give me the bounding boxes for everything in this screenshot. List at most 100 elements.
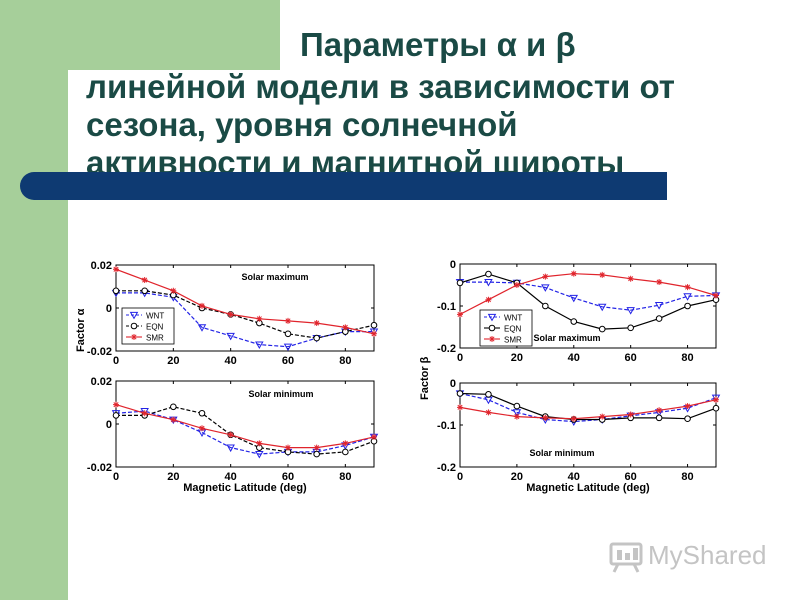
data-point-eqn [141,287,148,295]
x-tick-label: 40 [568,471,580,483]
y-tick-label: 0.02 [91,260,112,272]
data-point-smr [656,407,663,414]
x-tick-label: 40 [225,355,237,367]
slide-title-line-2: линейной модели в зависимости от [86,68,675,105]
plot-frame [459,382,717,468]
data-point-wnt [569,294,579,303]
series-line-smr [115,404,375,449]
x-axis-label: Magnetic Latitude (deg) [526,482,650,494]
data-point-wnt [484,278,493,287]
data-point-smr [256,440,263,447]
data-point-wnt [597,303,607,312]
x-tick-label: 80 [681,471,693,483]
data-point-smr [457,311,463,318]
data-point-eqn [684,415,691,423]
x-tick-label: 0 [113,355,119,367]
presentation-board-icon [609,542,643,573]
series-line-wnt [459,392,717,423]
data-point-smr [227,431,234,438]
data-point-smr [656,279,663,286]
data-point-wnt [226,332,235,341]
data-point-wnt [226,444,235,453]
x-tick-label: 20 [167,355,179,367]
data-point-eqn [542,302,549,310]
x-tick-label: 80 [339,471,351,483]
data-point-smr [256,315,263,322]
data-point-smr [513,282,520,288]
x-tick-label: 80 [339,355,351,367]
data-point-eqn [170,403,177,411]
data-point-wnt [512,409,522,417]
data-point-smr [371,330,377,337]
x-tick-label: 20 [511,471,523,483]
y-tick-label: 0 [106,303,112,315]
data-point-smr [227,311,234,318]
data-point-smr [285,317,291,324]
x-tick-label: 60 [625,352,637,364]
data-point-smr [713,292,719,299]
green-side-band [0,0,68,600]
title-underline-bar [20,172,667,200]
series-line-smr [459,399,717,420]
chart-panel-3: 0 20 40 60 80 0 -0.1 -0.2 Solar maximum WNT EQN SMR [437,259,721,364]
data-point-smr [141,277,148,284]
data-point-smr [199,302,205,309]
series-line-wnt [116,292,374,348]
data-point-smr [542,414,549,421]
data-point-smr [627,411,634,418]
y-tick-label: -0.1 [437,420,456,432]
data-point-eqn [456,390,464,397]
y-tick-label: 0 [450,259,456,271]
data-point-wnt [283,343,293,352]
data-point-eqn [712,404,720,412]
x-axis-label: Magnetic Latitude (deg) [183,482,307,494]
x-tick-label: 0 [113,471,119,483]
y-tick-label: -0.2 [437,462,456,474]
data-point-smr [113,401,119,408]
data-point-smr [570,270,577,277]
legend-marker [487,313,497,322]
data-point-eqn [313,450,320,458]
data-point-smr [485,296,492,303]
data-point-smr [313,320,320,327]
slide-title-line-3: сезона, уровня солнечной [86,106,518,143]
x-tick-label: 20 [511,352,523,364]
watermark-text: MyShared [648,540,767,570]
x-tick-label: 0 [457,471,463,483]
data-point-smr [170,416,177,423]
legend-entry: SMR [146,334,164,343]
data-point-eqn [485,270,492,278]
data-point-wnt [541,284,550,292]
data-point-wnt [654,302,664,310]
y-tick-label: 0 [450,378,456,390]
panel-annotation: Solar minimum [248,389,313,399]
data-point-eqn [284,330,292,338]
legend-entry: EQN [146,323,164,332]
data-point-smr [342,440,349,447]
data-point-smr [684,284,691,291]
data-point-eqn [655,315,663,322]
data-point-smr [713,396,719,403]
data-point-smr [599,413,606,420]
data-point-eqn [112,287,120,295]
panel-annotation: Solar minimum [529,448,594,458]
data-point-smr [342,324,349,331]
x-tick-label: 40 [568,352,580,364]
data-point-eqn [342,448,349,456]
legend-entry: WNT [146,312,164,321]
data-point-smr [570,415,577,422]
x-tick-label: 60 [625,471,637,483]
x-tick-label: 60 [282,471,294,483]
legend-box [121,307,175,345]
chart-panel-4: 0 20 40 60 80 0 -0.1 -0.2 Solar minimum Factor β M… [419,356,721,494]
data-point-smr [513,413,520,420]
x-tick-label: 80 [681,352,693,364]
panel-annotation: Solar maximum [241,272,308,282]
x-tick-label: 20 [167,471,179,483]
data-point-smr [141,410,148,417]
series-line-smr [459,273,717,315]
series-line-eqn [116,290,375,339]
legend-marker [489,336,495,342]
series-line-wnt [460,281,717,311]
